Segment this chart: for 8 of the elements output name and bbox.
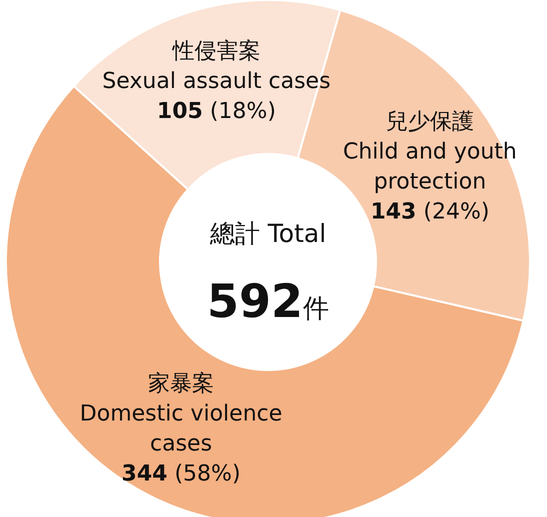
slice-label: 家暴案 Domestic violence cases: [80, 371, 282, 456]
text: 總計 Total: [208, 219, 326, 248]
text: 592件: [206, 274, 330, 328]
slice-label: 兒少保護 Child and youth protection: [343, 109, 517, 194]
data-label: 344 (58%): [122, 461, 241, 486]
slice-label: 性侵害案 Sexual assault cases: [102, 38, 331, 94]
data-label: 143 (24%): [370, 199, 490, 224]
data-label: 105 (18%): [156, 98, 276, 124]
